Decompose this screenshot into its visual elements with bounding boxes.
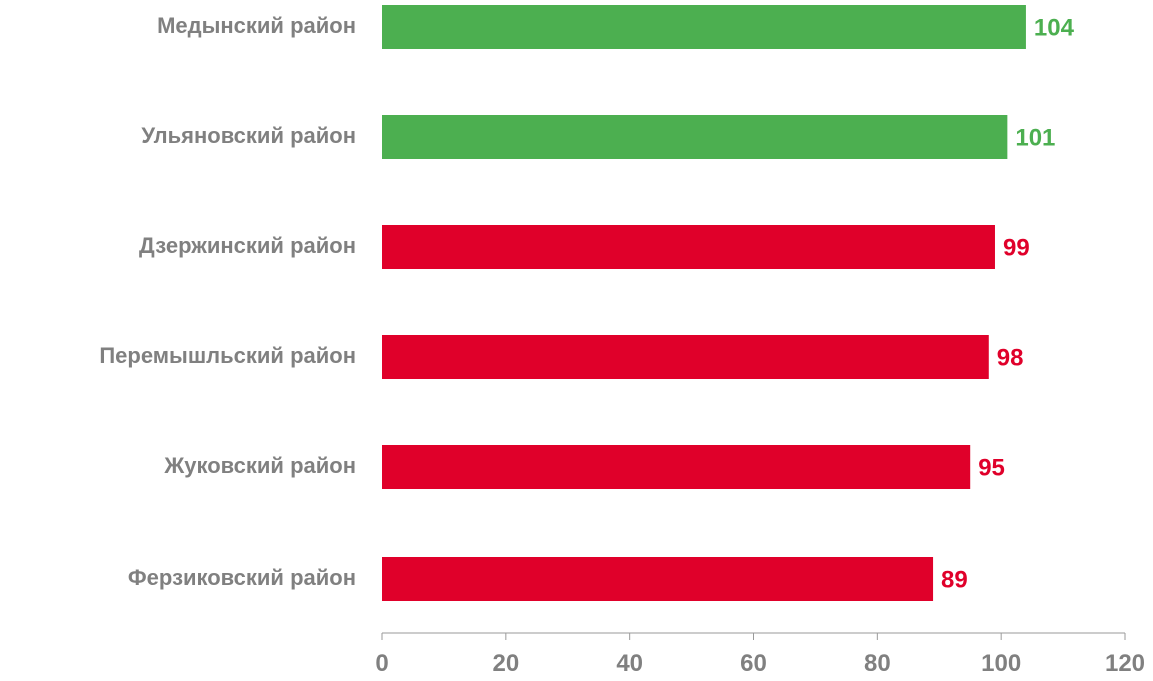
value-label-1: 104: [1034, 14, 1075, 41]
value-label-4: 98: [997, 344, 1024, 371]
bar-1: [382, 5, 1026, 49]
category-label-6: Ферзиковский район: [128, 565, 356, 590]
x-tick-label-6: 100: [981, 650, 1021, 677]
bar-3: [382, 225, 995, 269]
category-label-5: Жуковский район: [163, 453, 356, 478]
category-label-3: Дзержинский район: [139, 233, 356, 258]
value-label-6: 89: [941, 566, 968, 593]
x-tick-label-4: 60: [740, 650, 767, 677]
bars-layer: [382, 5, 1026, 601]
category-label-2: Ульяновский район: [141, 123, 356, 148]
category-labels: Медынский район Ульяновский район Дзержинс…: [99, 13, 356, 590]
bar-4: [382, 335, 989, 379]
bar-5: [382, 445, 971, 489]
category-label-4: Перемышльский район: [99, 343, 356, 368]
x-tick-label-7: 120: [1105, 650, 1145, 677]
bar-2: [382, 115, 1008, 159]
value-label-2: 101: [1015, 124, 1055, 151]
x-tick-label-5: 80: [864, 650, 891, 677]
category-label-1: Медынский район: [157, 13, 356, 38]
bar-6: [382, 557, 934, 601]
x-tick-label-3: 40: [616, 650, 643, 677]
x-tick-label-2: 20: [492, 650, 519, 677]
x-tick-label-1: 0: [375, 650, 388, 677]
value-labels: 104 101 99 98 95 89: [941, 14, 1075, 593]
value-label-3: 99: [1003, 234, 1030, 261]
value-label-5: 95: [978, 454, 1005, 481]
x-axis: 0 20 40 60 80 100 120: [375, 632, 1145, 677]
